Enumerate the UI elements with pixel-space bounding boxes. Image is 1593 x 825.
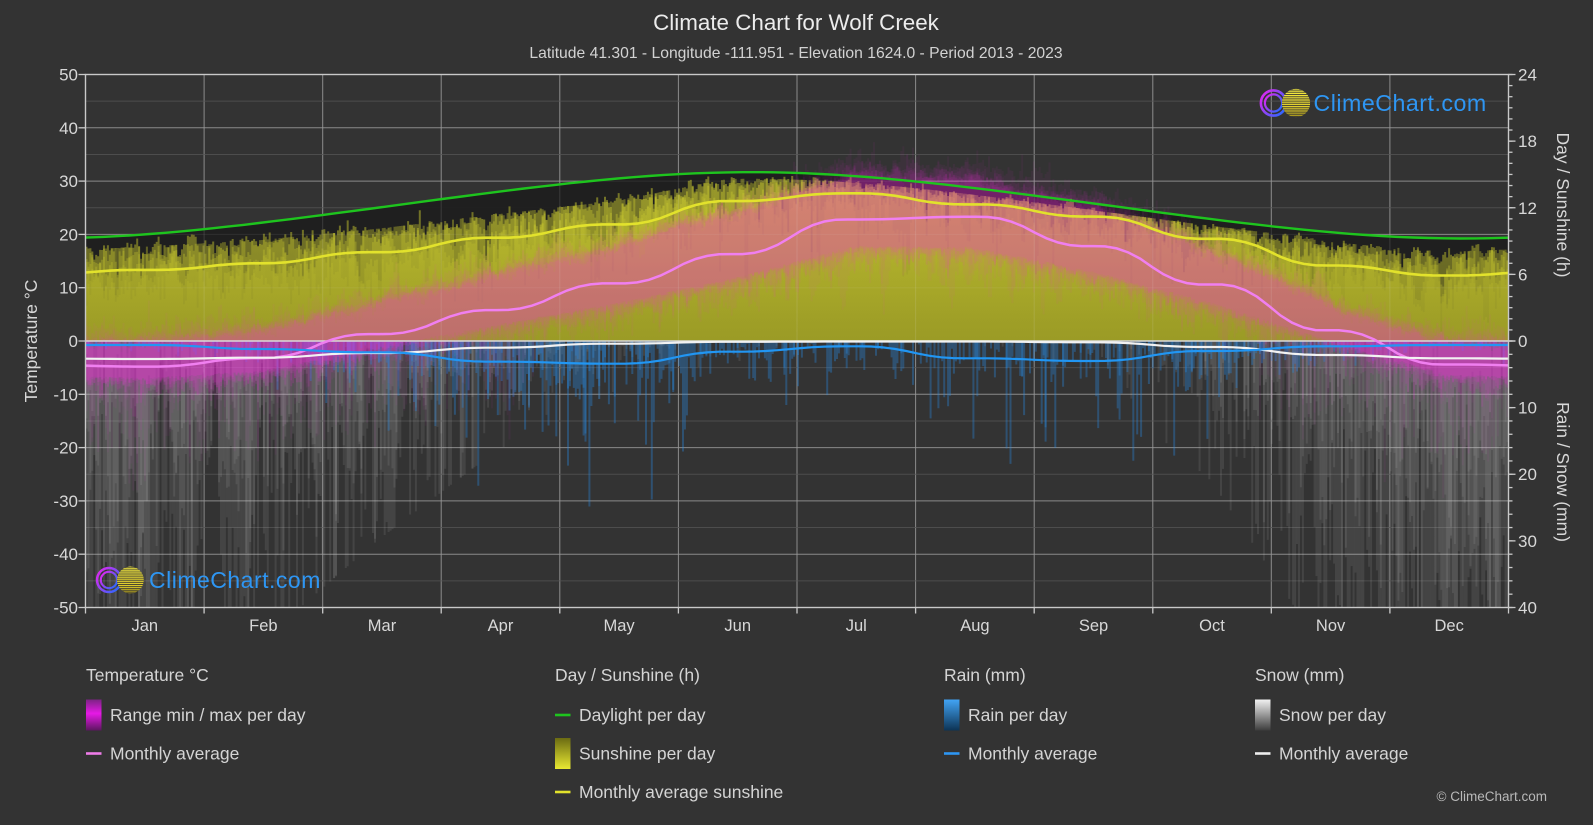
svg-text:Range min / max per day: Range min / max per day [110, 705, 306, 725]
svg-text:Latitude 41.301 - Longitude -1: Latitude 41.301 - Longitude -111.951 - E… [529, 45, 1062, 62]
svg-text:Rain per day: Rain per day [968, 705, 1067, 725]
svg-text:10: 10 [59, 279, 78, 298]
svg-text:Mar: Mar [368, 617, 397, 635]
svg-text:Monthly average: Monthly average [1279, 744, 1408, 764]
svg-text:Aug: Aug [960, 617, 989, 635]
svg-text:Rain / Snow (mm): Rain / Snow (mm) [1553, 402, 1573, 542]
svg-text:Temperature °C: Temperature °C [21, 280, 41, 403]
svg-text:Oct: Oct [1199, 617, 1225, 635]
svg-text:ClimeChart.com: ClimeChart.com [149, 567, 321, 593]
svg-text:Climate Chart for Wolf Creek: Climate Chart for Wolf Creek [653, 10, 940, 35]
svg-text:Monthly average: Monthly average [968, 744, 1097, 764]
svg-text:-10: -10 [53, 385, 78, 404]
svg-text:18: 18 [1518, 132, 1537, 151]
svg-text:10: 10 [1518, 399, 1537, 418]
svg-text:Nov: Nov [1316, 617, 1346, 635]
svg-text:Temperature °C: Temperature °C [86, 665, 209, 685]
svg-text:Apr: Apr [488, 617, 514, 635]
svg-text:24: 24 [1518, 66, 1537, 85]
svg-text:30: 30 [59, 172, 78, 191]
svg-text:Jan: Jan [131, 617, 158, 635]
svg-text:40: 40 [59, 119, 78, 138]
svg-text:0: 0 [1518, 332, 1527, 351]
svg-text:50: 50 [59, 66, 78, 85]
svg-text:-30: -30 [53, 492, 78, 511]
svg-text:6: 6 [1518, 265, 1527, 284]
svg-text:Day / Sunshine (h): Day / Sunshine (h) [555, 665, 700, 685]
svg-text:Monthly average: Monthly average [110, 744, 239, 764]
svg-text:May: May [604, 617, 636, 635]
svg-text:-40: -40 [53, 545, 78, 564]
svg-text:-20: -20 [53, 439, 78, 458]
svg-text:Sunshine per day: Sunshine per day [579, 744, 715, 764]
svg-text:Feb: Feb [249, 617, 277, 635]
svg-text:12: 12 [1518, 199, 1537, 218]
svg-text:0: 0 [69, 332, 78, 351]
svg-text:Monthly average sunshine: Monthly average sunshine [579, 782, 783, 802]
svg-text:40: 40 [1518, 599, 1537, 618]
svg-text:Sep: Sep [1079, 617, 1108, 635]
svg-text:30: 30 [1518, 532, 1537, 551]
svg-text:20: 20 [1518, 465, 1537, 484]
svg-text:Snow per day: Snow per day [1279, 705, 1386, 725]
svg-text:© ClimeChart.com: © ClimeChart.com [1437, 789, 1547, 804]
svg-text:Daylight per day: Daylight per day [579, 705, 706, 725]
svg-text:Dec: Dec [1435, 617, 1464, 635]
svg-text:Rain (mm): Rain (mm) [944, 665, 1026, 685]
svg-text:ClimeChart.com: ClimeChart.com [1314, 90, 1487, 116]
svg-text:Jul: Jul [846, 617, 867, 635]
svg-text:Snow (mm): Snow (mm) [1255, 665, 1344, 685]
svg-text:-50: -50 [53, 599, 78, 618]
svg-text:20: 20 [59, 225, 78, 244]
svg-text:Jun: Jun [724, 617, 751, 635]
svg-text:Day / Sunshine (h): Day / Sunshine (h) [1553, 133, 1573, 278]
